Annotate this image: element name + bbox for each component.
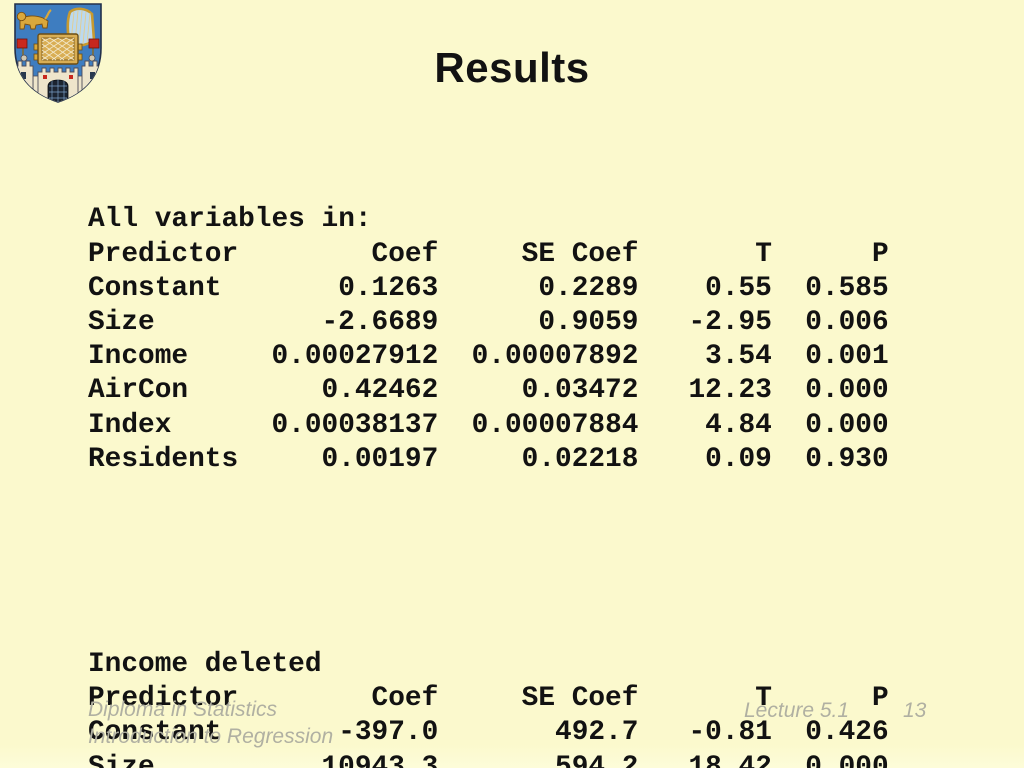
se-coef: 0.03472 (521, 375, 639, 407)
coef: 10943.3 (321, 751, 439, 768)
header-se-coef: SE Coef (521, 238, 639, 270)
table-title: All variables in: (88, 204, 372, 236)
se-coef: 0.00007884 (471, 409, 639, 441)
predictor: Residents (88, 443, 239, 475)
header-predictor: Predictor (88, 683, 239, 715)
se-coef: 594.2 (555, 751, 639, 768)
college-crest-icon (14, 3, 102, 103)
table-row: Index 0.00038137 0.00007884 4.84 0.000 (88, 409, 889, 443)
predictor: Income (88, 341, 189, 373)
p: 0.000 (805, 751, 889, 768)
regression-table-income-deleted: Income deleted Predictor Coef SE Coef T P Cons… (88, 648, 889, 768)
header-se-coef: SE Coef (521, 683, 639, 715)
table-row: AirCon 0.42462 0.03472 12.23 0.000 (88, 374, 889, 408)
p: 0.000 (805, 375, 889, 407)
coef: 0.1263 (338, 272, 439, 304)
table-row: Residents 0.00197 0.02218 0.09 0.930 (88, 443, 889, 477)
se-coef: 0.2289 (538, 272, 639, 304)
coef: -2.6689 (321, 307, 439, 339)
t: 0.09 (705, 443, 772, 475)
p: 0.001 (805, 341, 889, 373)
predictor: Size (88, 307, 155, 339)
table-row: Constant -397.0 492.7 -0.81 0.426 (88, 716, 889, 750)
table-header-row: Predictor Coef SE Coef T P (88, 682, 889, 716)
predictor: AirCon (88, 375, 189, 407)
regression-output: All variables in: Predictor Coef SE Coef T P C… (88, 135, 889, 768)
footer-course-line1: Diploma in Statistics (88, 698, 278, 721)
table-title: Income deleted (88, 649, 322, 681)
predictor: Constant (88, 717, 222, 749)
header-predictor: Predictor (88, 238, 239, 270)
lion-icon (16, 9, 52, 30)
header-t: T (755, 238, 772, 270)
regression-table-all-variables: All variables in: Predictor Coef SE Coef T P C… (88, 203, 889, 477)
header-p: P (871, 238, 889, 270)
table-row: Income 0.00027912 0.00007892 3.54 0.001 (88, 340, 889, 374)
table-header-row: Predictor Coef SE Coef T P (88, 238, 889, 272)
t: 4.84 (705, 409, 772, 441)
se-coef: 492.7 (555, 717, 639, 749)
t: 3.54 (705, 341, 772, 373)
t: 18.42 (688, 751, 772, 768)
footer-course-line2: Introduction to Regression (88, 725, 334, 748)
table-row: Size 10943.3 594.2 18.42 0.000 (88, 751, 889, 768)
header-coef: Coef (371, 683, 439, 715)
se-coef: 0.00007892 (471, 341, 639, 373)
t: 0.55 (705, 272, 772, 304)
book-icon (33, 33, 83, 65)
header-p: P (871, 683, 889, 715)
footer-page-number: 13 (903, 699, 927, 722)
se-coef: 0.9059 (538, 307, 639, 339)
t: -2.95 (688, 307, 772, 339)
t: 12.23 (688, 375, 772, 407)
table-spacer (88, 545, 889, 579)
footer-course: Diploma in Statistics Introduction to Re… (88, 696, 333, 750)
table-row: Size -2.6689 0.9059 -2.95 0.006 (88, 306, 889, 340)
coef: -397.0 (338, 717, 439, 749)
header-t: T (755, 683, 772, 715)
coef: 0.42462 (321, 375, 439, 407)
p: 0.585 (805, 272, 889, 304)
predictor: Constant (88, 272, 222, 304)
coef: 0.00027912 (271, 341, 439, 373)
header-coef: Coef (371, 238, 439, 270)
predictor: Size (88, 751, 155, 768)
coef: 0.00197 (321, 443, 439, 475)
footer-lecture: Lecture 5.1 (744, 699, 850, 722)
p: 0.000 (805, 409, 889, 441)
se-coef: 0.02218 (521, 443, 639, 475)
p: 0.426 (805, 717, 889, 749)
p: 0.006 (805, 307, 889, 339)
coef: 0.00038137 (271, 409, 439, 441)
p: 0.930 (805, 443, 889, 475)
predictor: Index (88, 409, 172, 441)
table-row: Constant 0.1263 0.2289 0.55 0.585 (88, 272, 889, 306)
t: -0.81 (688, 717, 772, 749)
slide-title: Results (434, 44, 590, 91)
